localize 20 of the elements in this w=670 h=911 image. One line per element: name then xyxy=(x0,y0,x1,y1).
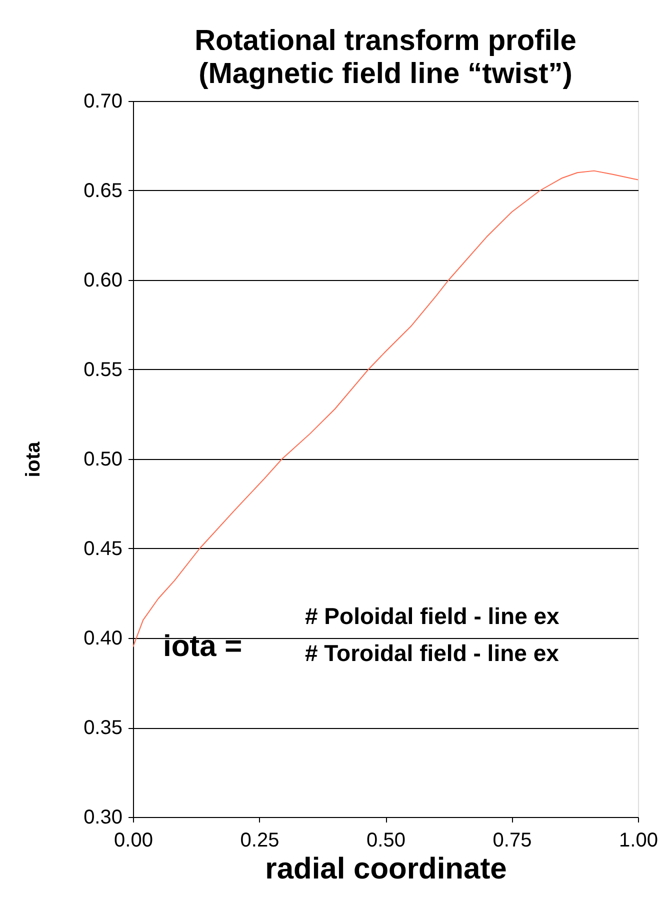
y-axis-title: iota xyxy=(22,440,45,478)
y-tick-label: 0.70 xyxy=(84,90,122,112)
y-tick-label: 0.35 xyxy=(84,717,122,739)
y-tick-label: 0.50 xyxy=(84,448,122,470)
y-tick-label: 0.40 xyxy=(84,628,122,650)
x-tick-label: 0.50 xyxy=(366,830,406,852)
annotation: # Toroidal field - line ex xyxy=(305,640,560,666)
annotation: iota = xyxy=(163,630,242,663)
y-tick-label: 0.65 xyxy=(84,180,122,202)
x-tick-label: 1.00 xyxy=(619,830,658,852)
x-tick-label: 0.75 xyxy=(492,830,532,852)
x-tick-label: 0.25 xyxy=(240,830,280,852)
y-tick-label: 0.60 xyxy=(84,270,122,292)
y-tick-label: 0.30 xyxy=(84,806,122,828)
x-tick-label: 0.00 xyxy=(114,830,153,852)
x-axis-title: radial coordinate xyxy=(265,852,507,886)
y-tick-label: 0.45 xyxy=(84,538,122,560)
annotation: # Poloidal field - line ex xyxy=(305,603,560,629)
y-tick-label: 0.55 xyxy=(84,359,122,381)
chart-title: Rotational transform profile (Magnetic field line “twist”) xyxy=(194,25,576,90)
